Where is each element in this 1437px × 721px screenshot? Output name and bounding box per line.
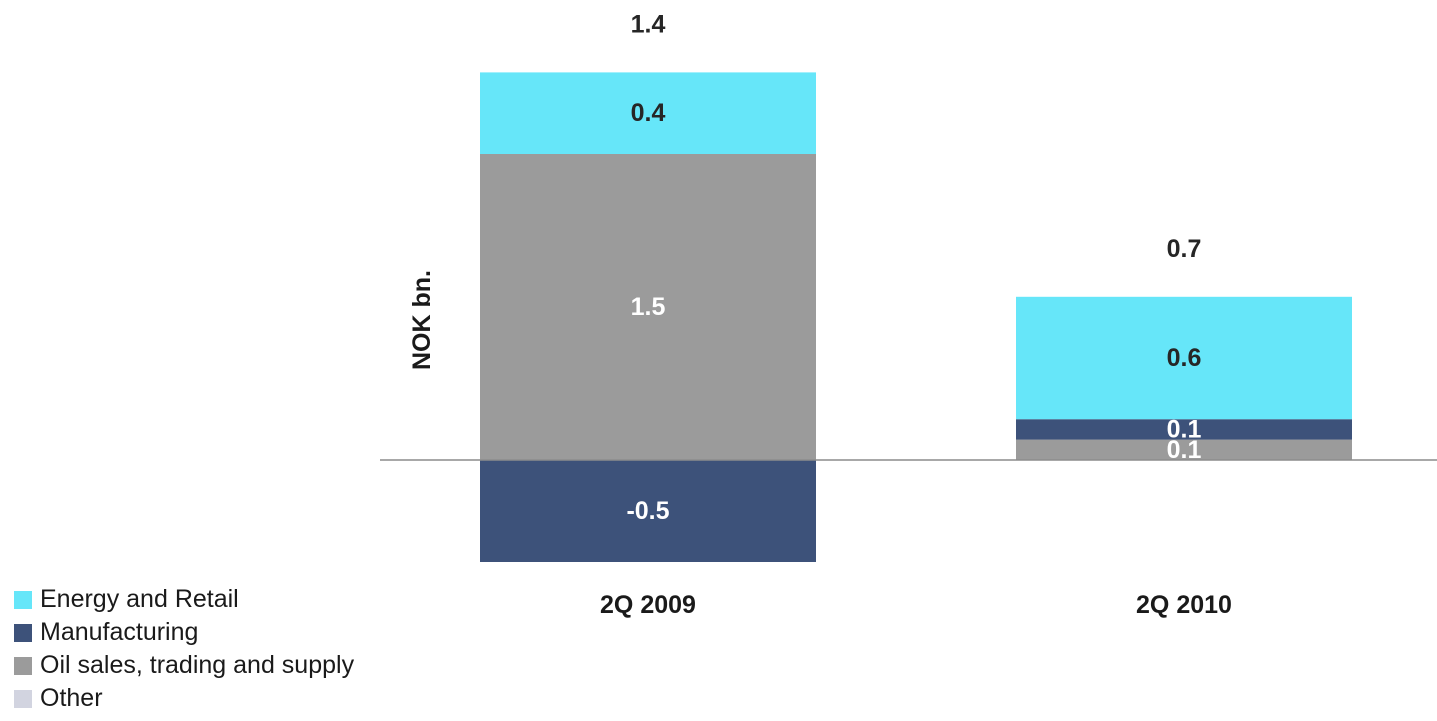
legend-label: Other — [40, 684, 103, 712]
bars-layer — [480, 72, 1352, 562]
labels-layer: 1.5 -0.5 0.4 1.4 2Q 2009 0.10.1 0.6 0.7 2Q 2010 — [600, 10, 1232, 619]
data-label-energy-and-retail-2q-2010: 0.6 — [1167, 344, 1202, 372]
data-label-manufacturing-2q-2009: -0.5 — [626, 497, 669, 525]
legend-item-other: Other — [14, 682, 354, 715]
legend-item-manufacturing: Manufacturing — [14, 616, 354, 649]
legend: Energy and Retail Manufacturing Oil sales,… — [14, 583, 354, 715]
data-label-oil-sales-trading-and-supply-2q-2009: 1.5 — [631, 293, 666, 321]
data-label-energy-and-retail-2q-2009: 0.4 — [631, 99, 666, 127]
legend-swatch — [14, 656, 32, 675]
category-label-2q-2010: 2Q 2010 — [1136, 591, 1232, 619]
total-label-2q-2010: 0.7 — [1167, 235, 1202, 263]
bar-segment-oil-sales-trading-and-supply-2q-2010 — [1016, 439, 1352, 460]
legend-swatch — [14, 623, 32, 642]
legend-swatch — [14, 590, 32, 609]
category-label-2q-2009: 2Q 2009 — [600, 591, 696, 619]
legend-swatch — [14, 689, 32, 708]
data-label-manufacturing-2q-2010: 0.1 — [1167, 415, 1202, 443]
bar-segment-manufacturing-2q-2009 — [480, 460, 816, 562]
legend-label: Manufacturing — [40, 618, 199, 646]
data-label-oil-sales-trading-and-supply-2q-2010: 0.1 — [1167, 436, 1202, 464]
legend-item-oil-sales-trading-and-supply: Oil sales, trading and supply — [14, 649, 354, 682]
legend-label: Oil sales, trading and supply — [40, 651, 355, 679]
bar-segment-energy-and-retail-2q-2009 — [480, 72, 816, 154]
bar-segment-manufacturing-2q-2010 — [1016, 419, 1352, 440]
legend-label: Energy and Retail — [40, 585, 239, 613]
bar-segment-oil-sales-trading-and-supply-2q-2009 — [480, 154, 816, 460]
y-axis-title: NOK bn. — [408, 270, 436, 370]
bar-segment-energy-and-retail-2q-2010 — [1016, 296, 1352, 420]
total-label-2q-2009: 1.4 — [631, 10, 666, 38]
legend-item-energy-and-retail: Energy and Retail — [14, 583, 354, 616]
